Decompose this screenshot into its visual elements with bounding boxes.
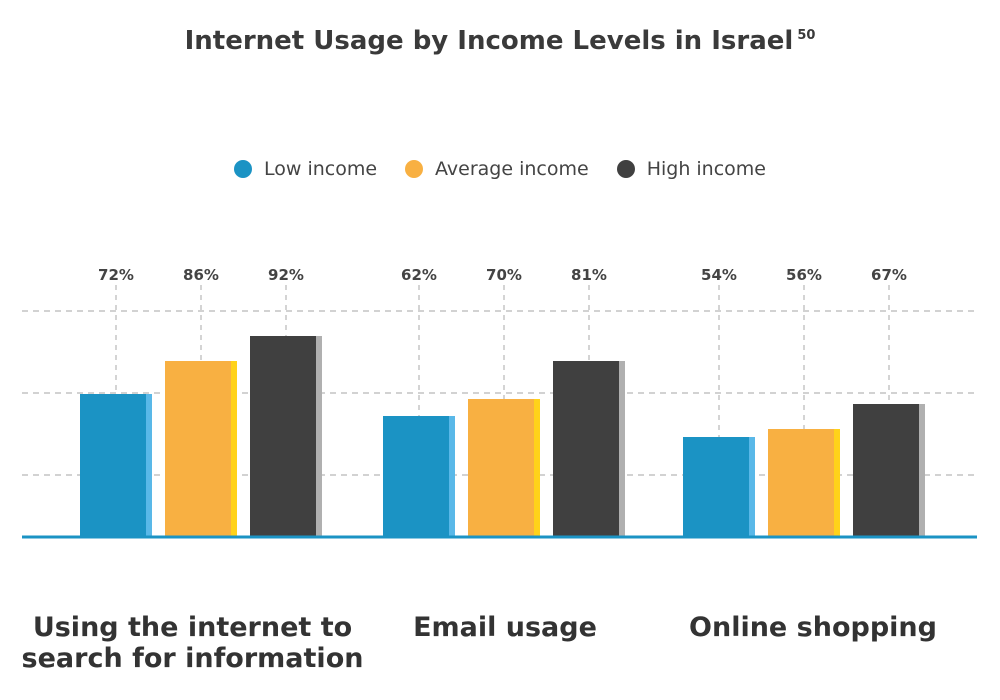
bar-average-income: [165, 361, 231, 537]
bar-high-income: [553, 361, 619, 537]
legend-dot-average-income: [405, 160, 424, 178]
data-label: 86%: [183, 266, 219, 284]
bar-high-income: [250, 336, 316, 537]
legend-label-high-income: High income: [646, 158, 766, 180]
data-label: 70%: [486, 266, 522, 284]
category-label-email: Email usage: [413, 612, 597, 643]
bar-edge-average-income: [231, 361, 237, 537]
category-label-search: Using the internet to search for informa…: [21, 612, 364, 674]
bar-edge-high-income: [919, 404, 925, 537]
legend-label-low-income: Low income: [263, 158, 378, 180]
data-label: 81%: [571, 266, 607, 284]
legend-item-low-income: Low income: [233, 158, 378, 180]
data-label: 67%: [871, 266, 907, 284]
legend: Low income Average income High income: [0, 158, 1000, 180]
bar-edge-low-income: [749, 437, 755, 537]
bar-edge-high-income: [619, 361, 625, 537]
bar-edge-average-income: [834, 429, 840, 537]
legend-item-high-income: High income: [616, 158, 766, 180]
category-label-shopping: Online shopping: [689, 612, 937, 643]
bar-edge-average-income: [534, 399, 540, 537]
bar-edge-low-income: [449, 416, 455, 537]
data-label: 72%: [98, 266, 134, 284]
legend-label-average-income: Average income: [435, 158, 589, 180]
data-label: 56%: [786, 266, 822, 284]
chart-title-text: Internet Usage by Income Levels in Israe…: [184, 26, 794, 56]
chart-title: Internet Usage by Income Levels in Israe…: [0, 26, 1000, 56]
bar-high-income: [853, 404, 919, 537]
footnote-marker: 50: [797, 28, 816, 44]
bar-low-income: [383, 416, 449, 537]
legend-item-average-income: Average income: [405, 158, 589, 180]
bar-average-income: [768, 429, 834, 537]
bar-edge-low-income: [146, 394, 152, 537]
data-label: 54%: [701, 266, 737, 284]
bar-low-income: [80, 394, 146, 537]
legend-dot-low-income: [233, 160, 252, 178]
bar-average-income: [468, 399, 534, 537]
bar-low-income: [683, 437, 749, 537]
bar-edge-high-income: [316, 336, 322, 537]
data-label: 62%: [401, 266, 437, 284]
data-label: 92%: [268, 266, 304, 284]
legend-dot-high-income: [616, 160, 635, 178]
